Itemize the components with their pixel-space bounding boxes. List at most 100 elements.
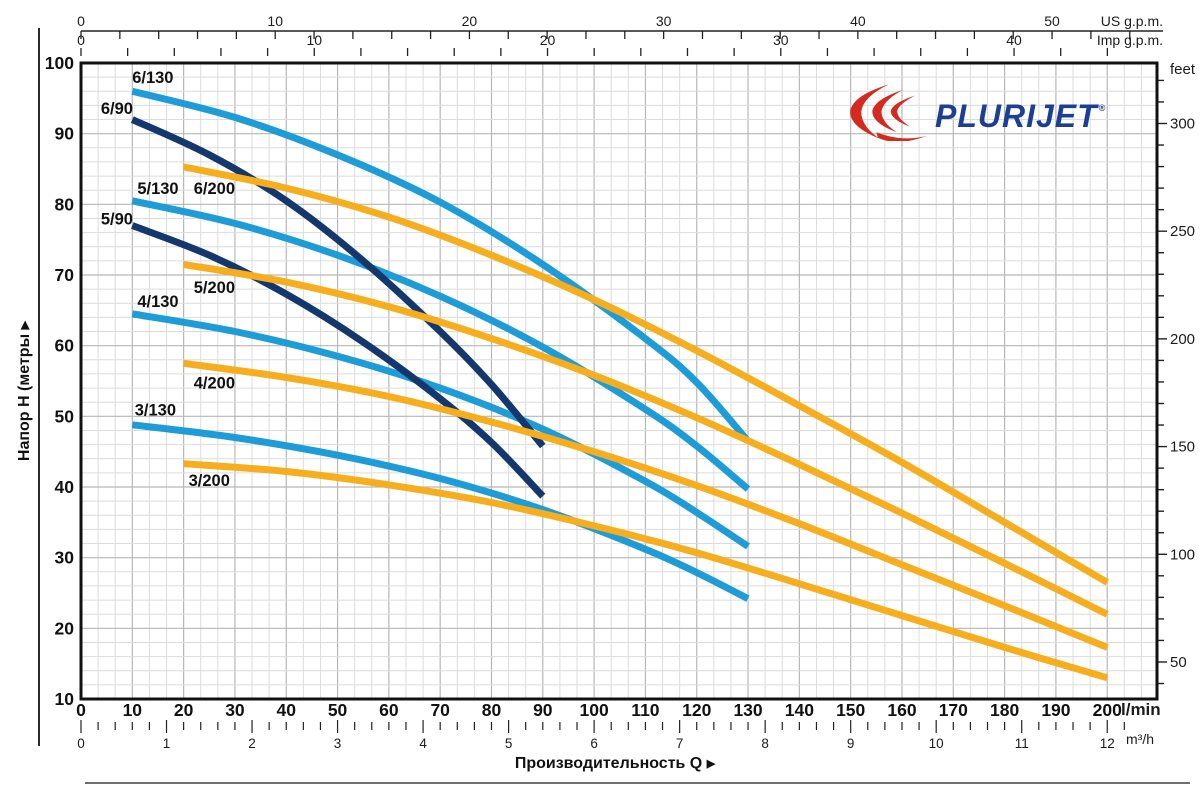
feet-tick-label: 150 [1170,439,1195,456]
m3h-tick-label: 7 [676,736,684,751]
y-axis-title-text: Напор H (метры [16,333,33,462]
feet-tick-label: 50 [1170,654,1187,671]
m3h-tick-label: 11 [1015,736,1029,751]
lmin-tick-label: 130 [733,700,762,720]
imp-gpm-tick-label: 10 [306,32,322,48]
curve-label-4-130: 4/130 [137,293,178,311]
us-gpm-tick-label: 20 [462,13,478,29]
unit-m3h: m³/h [1126,731,1154,747]
m3h-tick-label: 12 [1100,736,1115,751]
m3h-tick-label: 5 [505,736,513,751]
feet-tick-label: 250 [1170,223,1195,240]
lmin-tick-label: 10 [123,700,143,720]
head-m-tick-label: 30 [55,548,75,568]
curve-label-5-130: 5/130 [137,180,178,198]
us-gpm-tick-label: 10 [267,13,283,29]
lmin-tick-label: 40 [277,700,297,720]
head-m-tick-label: 40 [55,477,75,497]
curve-label-5-90: 5/90 [101,210,133,228]
plurijet-logo: PLURIJET® [843,82,1113,142]
imp-gpm-tick-label: 20 [540,32,556,48]
unit-feet: feet [1170,61,1196,78]
head-m-tick-label: 50 [55,406,75,426]
curve-label-3-200: 3/200 [189,472,230,490]
m3h-tick-label: 6 [590,736,598,751]
head-m-tick-label: 100 [45,53,74,73]
lmin-tick-label: 60 [379,700,399,720]
registered-mark: ® [1098,103,1107,113]
y-axis-title: Напор H (метры ▶ [16,241,38,541]
us-gpm-tick-label: 50 [1044,13,1060,29]
lmin-tick-label: 170 [939,700,968,720]
curve-label-6-90: 6/90 [101,100,133,118]
head-m-tick-label: 70 [55,265,75,285]
lmin-tick-label: 200 [1093,700,1122,720]
lmin-tick-label: 160 [887,700,916,720]
curve-6-90 [130,116,546,449]
curve-label-5-200: 5/200 [194,279,235,297]
lmin-tick-label: 30 [225,700,245,720]
m3h-tick-label: 2 [248,736,256,751]
m3h-tick-label: 3 [334,736,342,751]
m3h-tick-label: 8 [761,736,769,751]
plot-frame [79,61,1159,701]
head-m-tick-label: 10 [55,689,75,709]
curve-6-130 [131,87,751,444]
logo-swoosh-icon [850,84,927,141]
curve-label-4-200: 4/200 [194,374,235,392]
m3h-tick-label: 0 [77,736,85,751]
lmin-tick-label: 50 [328,700,348,720]
curve-5-200 [183,260,1109,618]
page-left-rule [38,28,40,746]
us-gpm-tick-label: 30 [656,13,672,29]
head-m-tick-label: 90 [55,124,75,144]
m3h-tick-label: 4 [419,736,427,751]
lmin-tick-label: 110 [631,700,659,720]
imp-gpm-tick-label: 0 [77,32,85,48]
feet-tick-label: 100 [1170,546,1195,563]
x-axis-title: Производительность Q ▶ [450,755,780,773]
unit-us-gpm: US g.p.m. [1100,13,1163,29]
feet-tick-label: 200 [1170,331,1195,348]
head-m-tick-label: 60 [55,336,75,356]
curve-5-130 [131,197,751,492]
y-axis-arrow-icon: ▶ [19,320,31,330]
lmin-tick-label: 0 [76,700,86,720]
curve-3-200 [183,460,1109,682]
us-gpm-tick-label: 40 [850,13,866,29]
page-bottom-rule [85,782,1190,784]
us-gpm-tick-label: 0 [77,13,85,29]
lmin-tick-label: 80 [482,700,502,720]
curve-3-130 [131,421,750,602]
curve-label-3-130: 3/130 [135,401,176,419]
m3h-tick-label: 10 [929,736,944,751]
imp-gpm-tick-label: 40 [1006,32,1022,48]
curve-label-6-130: 6/130 [132,69,173,87]
lmin-tick-label: 20 [174,700,194,720]
m3h-tick-label: 9 [847,736,855,751]
m3h-tick-label: 1 [163,736,171,751]
x-axis-title-text: Производительность Q [514,755,703,772]
lmin-tick-label: 190 [1041,700,1070,720]
x-axis-arrow-icon: ▶ [706,758,716,770]
feet-tick-label: 300 [1170,115,1195,132]
lmin-tick-label: 90 [533,700,553,720]
lmin-tick-label: 150 [836,700,865,720]
head-m-tick-label: 80 [55,194,75,214]
imp-gpm-tick-label: 30 [773,32,789,48]
lmin-tick-label: 180 [990,700,1019,720]
lmin-tick-label: 100 [580,700,609,720]
lmin-tick-label: 70 [430,700,450,720]
curve-6-200 [182,163,1109,586]
curve-4-200 [183,359,1109,651]
lmin-tick-label: 140 [785,700,814,720]
curve-5-90 [131,222,546,499]
unit-imp-gpm: Imp g.p.m. [1096,32,1163,48]
curve-4-130 [131,310,750,550]
lmin-tick-label: 120 [682,700,711,720]
curve-label-6-200: 6/200 [194,180,235,198]
unit-lmin: l/min [1121,700,1161,719]
logo-wordmark: PLURIJET® [935,98,1107,134]
